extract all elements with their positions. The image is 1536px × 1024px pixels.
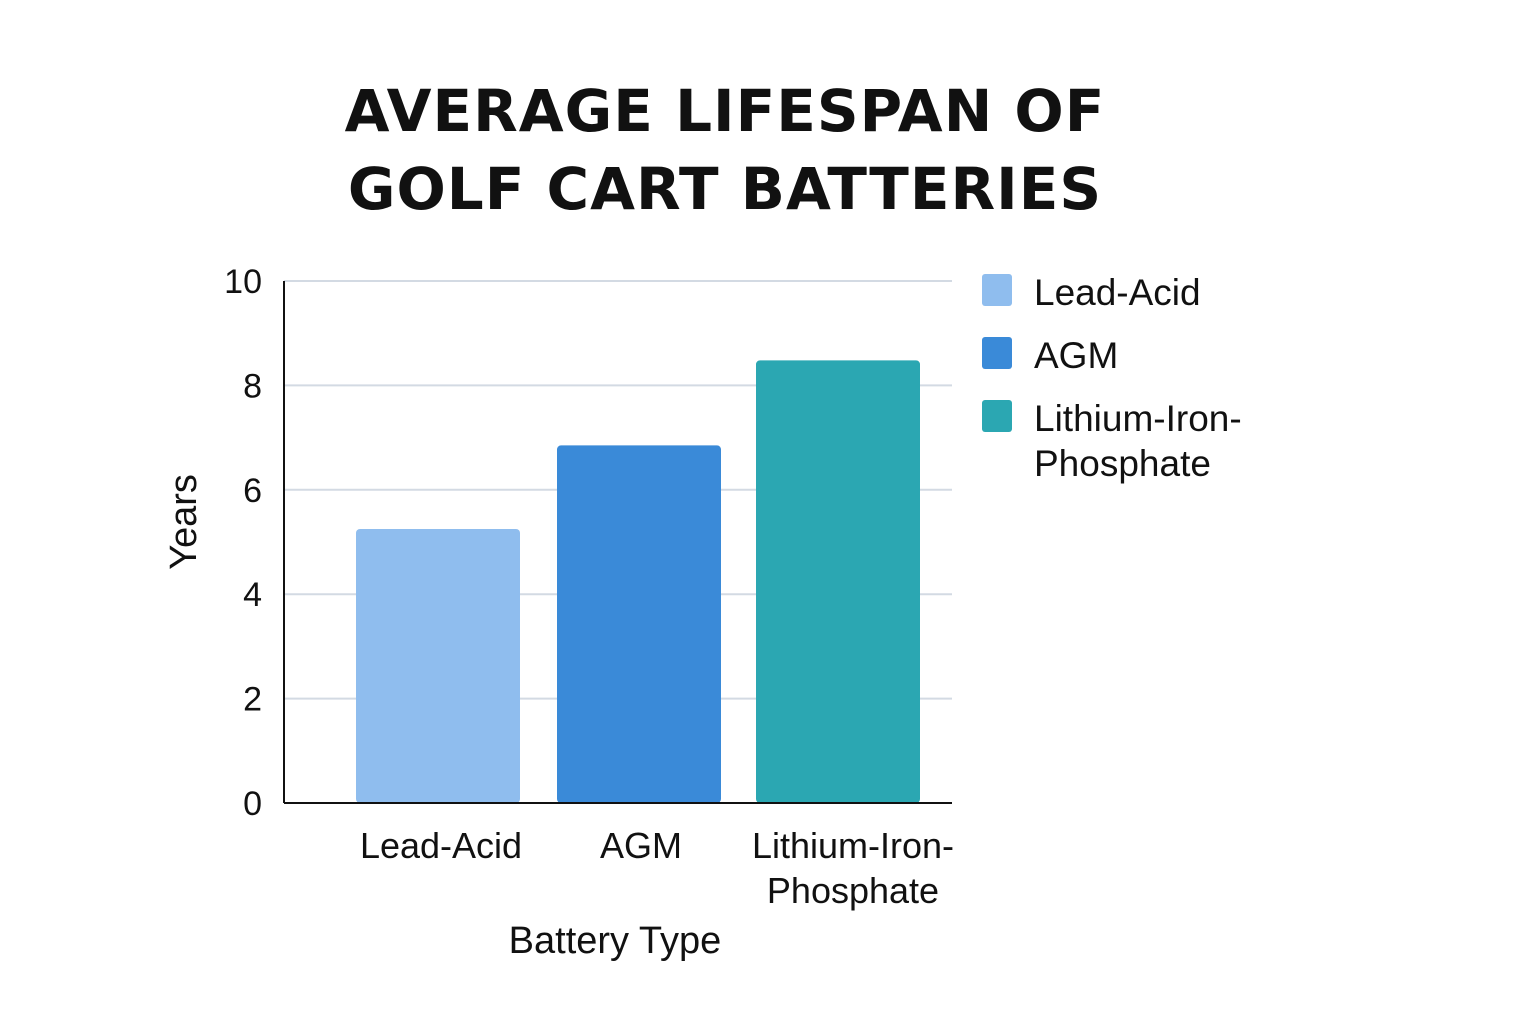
y-tick-label: 8 [243, 367, 262, 405]
legend-label-line: Phosphate [1034, 443, 1211, 484]
y-axis-title: Years [163, 474, 205, 570]
bar-lithium-iron-phosphate [756, 360, 920, 803]
chart-title-line-2: GOLF CART BATTERIES [347, 155, 1103, 223]
x-tick-label: Phosphate [767, 870, 939, 911]
x-tick-label: Lithium-Iron- [752, 825, 954, 866]
legend-swatch-lithium-iron-phosphate [982, 400, 1012, 432]
legend-item-lead-acid: Lead-Acid [982, 270, 1302, 315]
legend-label-lithium-iron-phosphate: Lithium-Iron- Phosphate [1034, 396, 1242, 486]
y-tick-label: 10 [224, 263, 262, 301]
legend-label-agm: AGM [1034, 333, 1118, 378]
chart-legend: Lead-Acid AGM Lithium-Iron- Phosphate [982, 270, 1302, 504]
bar-lead-acid [356, 528, 520, 803]
x-tick-label: AGM [600, 825, 682, 866]
y-tick-label: 6 [243, 472, 262, 510]
legend-label-line: Lithium-Iron- [1034, 398, 1242, 439]
legend-label-lead-acid: Lead-Acid [1034, 270, 1201, 315]
x-tick-label: Lead-Acid [360, 825, 522, 866]
y-tick-label: 2 [243, 681, 262, 719]
y-tick-label: 4 [243, 576, 262, 614]
legend-label-line: Lead-Acid [1034, 272, 1201, 313]
legend-label-line: AGM [1034, 335, 1119, 376]
legend-item-agm: AGM [982, 333, 1302, 378]
chart-title: AVERAGE LIFESPAN OF GOLF CART BATTERIES [300, 72, 1150, 228]
bar-agm [557, 445, 721, 803]
legend-swatch-lead-acid [982, 274, 1012, 306]
chart-title-line-1: AVERAGE LIFESPAN OF [344, 77, 1106, 145]
x-axis-title: Battery Type [509, 920, 722, 962]
legend-swatch-agm [982, 337, 1012, 369]
y-tick-label: 0 [243, 785, 262, 823]
legend-item-lithium-iron-phosphate: Lithium-Iron- Phosphate [982, 396, 1302, 486]
